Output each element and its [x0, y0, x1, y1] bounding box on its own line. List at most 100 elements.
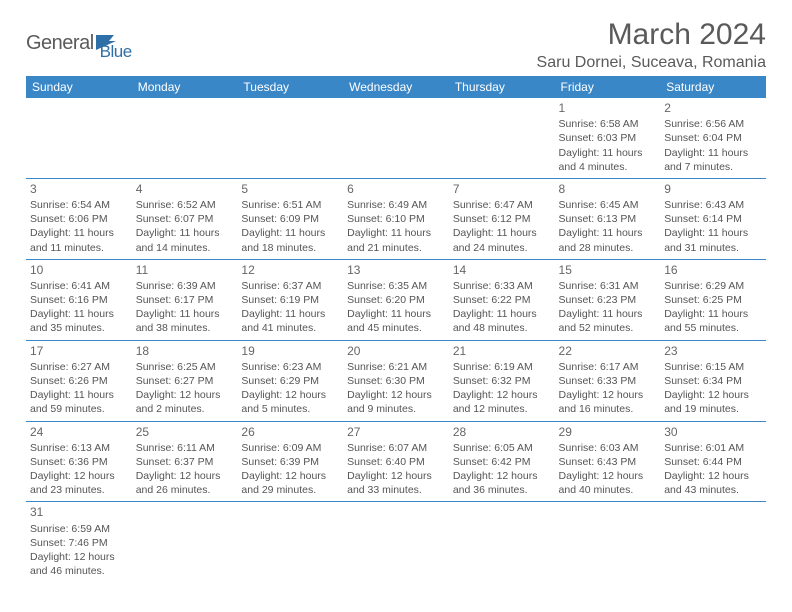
daylight-text: Daylight: 12 hours and 36 minutes.: [453, 469, 551, 497]
calendar-day: 9Sunrise: 6:43 AMSunset: 6:14 PMDaylight…: [660, 178, 766, 259]
sunrise-text: Sunrise: 6:19 AM: [453, 360, 551, 374]
day-number: 24: [30, 424, 128, 440]
calendar-day: 18Sunrise: 6:25 AMSunset: 6:27 PMDayligh…: [132, 340, 238, 421]
day-number: 7: [453, 181, 551, 197]
sunset-text: Sunset: 6:04 PM: [664, 131, 762, 145]
calendar-row: 1Sunrise: 6:58 AMSunset: 6:03 PMDaylight…: [26, 98, 766, 178]
daylight-text: Daylight: 12 hours and 46 minutes.: [30, 550, 128, 578]
daylight-text: Daylight: 11 hours and 14 minutes.: [136, 226, 234, 254]
day-number: 15: [559, 262, 657, 278]
day-number: 10: [30, 262, 128, 278]
sunrise-text: Sunrise: 6:33 AM: [453, 279, 551, 293]
calendar-day: 27Sunrise: 6:07 AMSunset: 6:40 PMDayligh…: [343, 421, 449, 502]
calendar-day: 2Sunrise: 6:56 AMSunset: 6:04 PMDaylight…: [660, 98, 766, 178]
sunrise-text: Sunrise: 6:45 AM: [559, 198, 657, 212]
day-number: 26: [241, 424, 339, 440]
month-title: March 2024: [537, 18, 766, 52]
daylight-text: Daylight: 11 hours and 38 minutes.: [136, 307, 234, 335]
daylight-text: Daylight: 11 hours and 31 minutes.: [664, 226, 762, 254]
calendar-day: 1Sunrise: 6:58 AMSunset: 6:03 PMDaylight…: [555, 98, 661, 178]
daylight-text: Daylight: 11 hours and 24 minutes.: [453, 226, 551, 254]
calendar-day: 11Sunrise: 6:39 AMSunset: 6:17 PMDayligh…: [132, 259, 238, 340]
sunrise-text: Sunrise: 6:52 AM: [136, 198, 234, 212]
sunset-text: Sunset: 6:07 PM: [136, 212, 234, 226]
calendar-day: 5Sunrise: 6:51 AMSunset: 6:09 PMDaylight…: [237, 178, 343, 259]
sunset-text: Sunset: 6:19 PM: [241, 293, 339, 307]
sunrise-text: Sunrise: 6:51 AM: [241, 198, 339, 212]
calendar-day: 28Sunrise: 6:05 AMSunset: 6:42 PMDayligh…: [449, 421, 555, 502]
sunrise-text: Sunrise: 6:43 AM: [664, 198, 762, 212]
sunrise-text: Sunrise: 6:23 AM: [241, 360, 339, 374]
calendar-day-empty: [237, 502, 343, 582]
calendar-day-empty: [555, 502, 661, 582]
calendar-day: 12Sunrise: 6:37 AMSunset: 6:19 PMDayligh…: [237, 259, 343, 340]
calendar-day: 13Sunrise: 6:35 AMSunset: 6:20 PMDayligh…: [343, 259, 449, 340]
daylight-text: Daylight: 12 hours and 19 minutes.: [664, 388, 762, 416]
day-number: 16: [664, 262, 762, 278]
daylight-text: Daylight: 11 hours and 21 minutes.: [347, 226, 445, 254]
sunset-text: Sunset: 6:29 PM: [241, 374, 339, 388]
daylight-text: Daylight: 11 hours and 55 minutes.: [664, 307, 762, 335]
calendar-day-empty: [237, 98, 343, 178]
sunset-text: Sunset: 6:42 PM: [453, 455, 551, 469]
day-number: 31: [30, 504, 128, 520]
calendar-table: SundayMondayTuesdayWednesdayThursdayFrid…: [26, 76, 766, 582]
logo: General Blue: [26, 24, 132, 62]
sunrise-text: Sunrise: 6:03 AM: [559, 441, 657, 455]
calendar-day-empty: [26, 98, 132, 178]
calendar-body: 1Sunrise: 6:58 AMSunset: 6:03 PMDaylight…: [26, 98, 766, 582]
calendar-day: 17Sunrise: 6:27 AMSunset: 6:26 PMDayligh…: [26, 340, 132, 421]
sunset-text: Sunset: 6:20 PM: [347, 293, 445, 307]
calendar-row: 24Sunrise: 6:13 AMSunset: 6:36 PMDayligh…: [26, 421, 766, 502]
sunrise-text: Sunrise: 6:37 AM: [241, 279, 339, 293]
day-header: Thursday: [449, 76, 555, 98]
calendar-day-empty: [449, 98, 555, 178]
day-header-row: SundayMondayTuesdayWednesdayThursdayFrid…: [26, 76, 766, 98]
daylight-text: Daylight: 11 hours and 18 minutes.: [241, 226, 339, 254]
calendar-day: 15Sunrise: 6:31 AMSunset: 6:23 PMDayligh…: [555, 259, 661, 340]
title-block: March 2024 Saru Dornei, Suceava, Romania: [537, 18, 766, 72]
sunset-text: Sunset: 6:37 PM: [136, 455, 234, 469]
daylight-text: Daylight: 11 hours and 4 minutes.: [559, 146, 657, 174]
sunrise-text: Sunrise: 6:58 AM: [559, 117, 657, 131]
day-number: 9: [664, 181, 762, 197]
calendar-day: 22Sunrise: 6:17 AMSunset: 6:33 PMDayligh…: [555, 340, 661, 421]
daylight-text: Daylight: 11 hours and 11 minutes.: [30, 226, 128, 254]
sunset-text: Sunset: 6:39 PM: [241, 455, 339, 469]
daylight-text: Daylight: 12 hours and 12 minutes.: [453, 388, 551, 416]
sunset-text: Sunset: 6:32 PM: [453, 374, 551, 388]
calendar-day: 16Sunrise: 6:29 AMSunset: 6:25 PMDayligh…: [660, 259, 766, 340]
daylight-text: Daylight: 11 hours and 48 minutes.: [453, 307, 551, 335]
sunset-text: Sunset: 6:26 PM: [30, 374, 128, 388]
calendar-day-empty: [132, 502, 238, 582]
day-number: 18: [136, 343, 234, 359]
calendar-day-empty: [449, 502, 555, 582]
sunset-text: Sunset: 6:10 PM: [347, 212, 445, 226]
calendar-day: 3Sunrise: 6:54 AMSunset: 6:06 PMDaylight…: [26, 178, 132, 259]
day-header: Monday: [132, 76, 238, 98]
day-number: 19: [241, 343, 339, 359]
day-number: 8: [559, 181, 657, 197]
calendar-day: 30Sunrise: 6:01 AMSunset: 6:44 PMDayligh…: [660, 421, 766, 502]
sunrise-text: Sunrise: 6:47 AM: [453, 198, 551, 212]
sunset-text: Sunset: 6:13 PM: [559, 212, 657, 226]
calendar-day: 23Sunrise: 6:15 AMSunset: 6:34 PMDayligh…: [660, 340, 766, 421]
calendar-row: 31Sunrise: 6:59 AMSunset: 7:46 PMDayligh…: [26, 502, 766, 582]
sunset-text: Sunset: 6:03 PM: [559, 131, 657, 145]
day-number: 27: [347, 424, 445, 440]
calendar-day-empty: [660, 502, 766, 582]
sunset-text: Sunset: 6:16 PM: [30, 293, 128, 307]
sunset-text: Sunset: 6:06 PM: [30, 212, 128, 226]
day-header: Tuesday: [237, 76, 343, 98]
sunset-text: Sunset: 6:36 PM: [30, 455, 128, 469]
daylight-text: Daylight: 11 hours and 35 minutes.: [30, 307, 128, 335]
day-number: 17: [30, 343, 128, 359]
calendar-day-empty: [132, 98, 238, 178]
location: Saru Dornei, Suceava, Romania: [537, 54, 766, 72]
sunrise-text: Sunrise: 6:31 AM: [559, 279, 657, 293]
day-number: 5: [241, 181, 339, 197]
calendar-day: 4Sunrise: 6:52 AMSunset: 6:07 PMDaylight…: [132, 178, 238, 259]
daylight-text: Daylight: 11 hours and 41 minutes.: [241, 307, 339, 335]
calendar-day: 7Sunrise: 6:47 AMSunset: 6:12 PMDaylight…: [449, 178, 555, 259]
sunset-text: Sunset: 6:30 PM: [347, 374, 445, 388]
